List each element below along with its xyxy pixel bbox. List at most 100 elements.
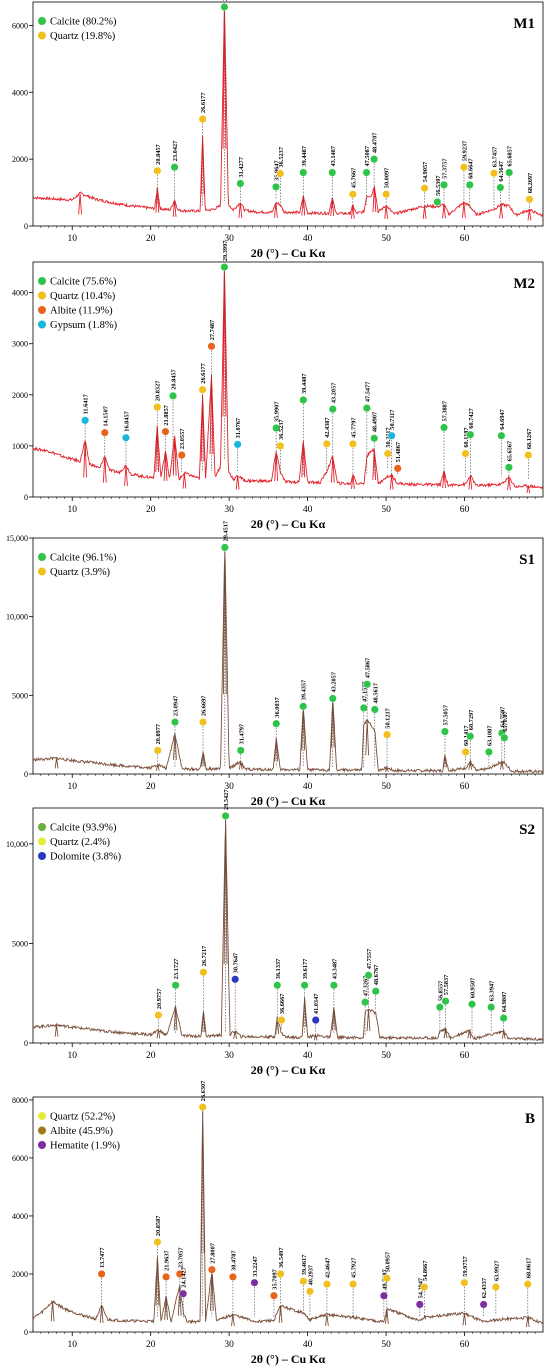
- x-tick-label: 60: [460, 782, 470, 792]
- peak-marker-quartz: [523, 1280, 532, 1289]
- peak-label: 64.7597: [499, 707, 506, 727]
- peak-label: 51.4867: [395, 442, 402, 462]
- peak-spike: [156, 1029, 161, 1039]
- peak-marker-calcite: [328, 405, 337, 414]
- peak-spike: [332, 1007, 336, 1031]
- peak-spike: [384, 205, 389, 219]
- peak-marker-quartz: [322, 439, 331, 448]
- x-tick-label: 10: [67, 1051, 77, 1061]
- peak-marker-quartz: [460, 1278, 469, 1287]
- x-tick-label: 30: [224, 782, 234, 792]
- peak-spike: [462, 202, 466, 218]
- plot-frame: [32, 807, 544, 1044]
- peak-marker-calcite: [168, 391, 178, 400]
- peak-label: 43.1407: [330, 146, 337, 166]
- peak-label: 26.6177: [200, 363, 207, 383]
- peak-label: 43.2057: [330, 383, 337, 403]
- x-tick-label: 60: [460, 234, 470, 244]
- x-tick-label: 40: [303, 1340, 313, 1350]
- peak-spike: [235, 475, 240, 490]
- peak-marker-quartz: [461, 449, 470, 458]
- legend-swatch: [38, 277, 46, 285]
- peak-label: 48.4907: [372, 412, 379, 432]
- peak-label: 26.6307: [200, 1081, 207, 1101]
- x-tick-label: 30: [224, 234, 234, 244]
- peak-marker-calcite: [466, 732, 475, 741]
- peak-label: 50.0097: [384, 168, 391, 188]
- peak-spike: [238, 761, 243, 770]
- peak-spike: [325, 1314, 329, 1326]
- panel-S2: 10 20 30 40 50 60 0 5000 10,000 2θ (°) – Cu Kα S2 2…: [6, 790, 544, 1077]
- x-tick-label: 10: [67, 1340, 77, 1350]
- x-tick-label: 20: [146, 1340, 156, 1350]
- peak-label: 60.9507: [470, 978, 477, 998]
- panel-B: 10 20 30 40 50 60 0 2000 4000 6000 8000 2θ (°) – Cu…: [12, 1081, 544, 1366]
- peak-marker-quartz: [491, 1282, 500, 1292]
- peak-label: 56.5307: [435, 175, 442, 195]
- diffractogram-line: [33, 557, 543, 774]
- sample-label: S2: [519, 822, 535, 838]
- peak-marker-quartz: [198, 718, 208, 727]
- peak-label: 35.7097: [272, 1269, 279, 1289]
- peak-label: 54.9057: [422, 162, 429, 182]
- peak-label: 47.1577: [361, 681, 368, 701]
- x-tick-label: 40: [303, 505, 313, 515]
- peak-spike: [274, 202, 278, 218]
- peak-marker-calcite: [496, 183, 505, 192]
- peak-spike: [525, 1317, 530, 1327]
- peak-marker-calcite: [371, 987, 380, 996]
- peak-marker-quartz: [153, 166, 162, 175]
- legend-swatch: [38, 17, 46, 25]
- peak-marker-quartz: [382, 1274, 391, 1283]
- peak-marker-calcite: [441, 997, 450, 1006]
- x-tick-label: 20: [146, 234, 156, 244]
- peak-label: 57.3887: [442, 401, 449, 421]
- legend-swatch: [38, 31, 46, 40]
- peak-label: 26.6697: [201, 696, 208, 716]
- peak-marker-calcite: [221, 811, 230, 821]
- peak-marker-quartz: [459, 163, 468, 172]
- legend-swatch: [38, 320, 46, 329]
- x-tick-label: 40: [303, 234, 313, 244]
- peak-label: 63.9927: [493, 1261, 500, 1281]
- peak-spike: [155, 425, 160, 472]
- panel-S1: 10 20 30 40 50 60 0 5000 10,000 15,000 2θ (°) – Cu…: [6, 521, 544, 808]
- peak-marker-calcite: [236, 179, 245, 188]
- peak-spike: [177, 1285, 182, 1316]
- peak-label: 48.6767: [373, 965, 380, 985]
- peak-label: 31.4797: [238, 724, 245, 744]
- peak-marker-hematite: [250, 1278, 259, 1287]
- peak-label: 64.9807: [501, 992, 508, 1012]
- peak-marker-calcite: [370, 705, 379, 714]
- legend-swatch: [38, 852, 46, 860]
- peak-marker-quartz: [348, 190, 357, 199]
- peak-label: 59.9237: [461, 141, 468, 161]
- peak-marker-calcite: [299, 168, 308, 177]
- sample-label: B: [525, 1111, 535, 1127]
- peak-label: 39.4357: [301, 680, 308, 700]
- peak-label: 42.4387: [324, 417, 331, 437]
- legend-label: Quartz (2.4%): [50, 837, 111, 848]
- peak-marker-calcite: [362, 168, 371, 177]
- peak-label: 45.7927: [351, 1258, 358, 1278]
- peak-marker-calcite: [504, 463, 513, 472]
- peak-marker-quartz: [153, 403, 162, 412]
- legend-label: Quartz (10.4%): [50, 291, 116, 302]
- peak-label: 36.0037: [274, 697, 281, 717]
- peak-marker-calcite: [500, 733, 509, 742]
- peak-marker-gypsum: [387, 431, 396, 440]
- legend-label: Albite (11.9%): [50, 306, 113, 317]
- peak-spike: [372, 185, 377, 212]
- peak-spike: [223, 817, 228, 965]
- peak-spike: [330, 456, 335, 483]
- peak-spike: [54, 1025, 59, 1037]
- peak-label: 56.8557: [437, 981, 444, 1001]
- peak-marker-quartz: [153, 1238, 162, 1247]
- x-tick-label: 20: [146, 1051, 156, 1061]
- peak-label: 36.1337: [275, 959, 282, 979]
- plot-frame: [32, 261, 544, 498]
- peak-marker-calcite: [487, 1003, 496, 1012]
- peak-marker-calcite: [439, 423, 449, 432]
- sample-label: S1: [519, 552, 535, 568]
